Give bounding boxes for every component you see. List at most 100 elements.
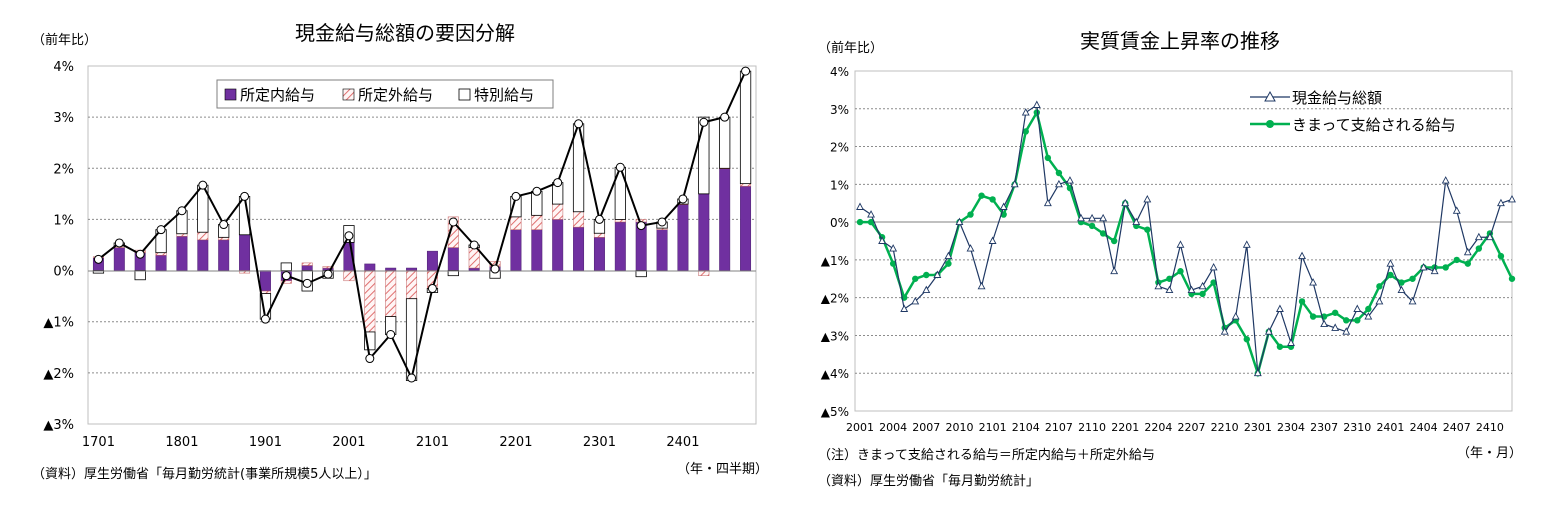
bar-所定外給与 [280, 280, 292, 284]
right-x-tick-label: 2307 [1310, 421, 1338, 434]
point-現金給与総額 [1110, 266, 1119, 275]
left-y-tick-label: 0% [53, 265, 74, 280]
point-現金給与総額 [1419, 262, 1428, 271]
point-現金給与総額 [1231, 312, 1240, 320]
right-source-note: （資料）厚生労働省「毎月勤労統計」 [818, 473, 1039, 489]
right-x-tick-label: 2404 [1410, 421, 1438, 434]
bar-所定外給与 [552, 203, 564, 220]
legend-marker-きまって支給される給与 [1266, 120, 1274, 128]
point-現金給与総額 [1320, 319, 1329, 328]
bar-所定外給与 [406, 270, 418, 299]
point-きまって支給される給与 [1044, 154, 1052, 162]
left-x-tick-label: 1801 [165, 435, 198, 450]
right-y-tick-label: ▲5% [821, 405, 849, 419]
left-chart: 現金給与総額の要因分解 （前年比） 4% 3% 2% 1% 0% ▲1% ▲2% ▲3% 17… [32, 21, 768, 482]
right-x-tick-label: 2101 [979, 421, 1007, 434]
left-chart-title: 現金給与総額の要因分解 [295, 21, 515, 45]
bar-所定内給与 [573, 226, 585, 271]
right-y-unit-label: （前年比） [818, 40, 883, 56]
point-きまって支給される給与 [1497, 252, 1505, 260]
total-point [448, 217, 458, 227]
bar-所定外給与 [385, 270, 397, 317]
bar-特別給与 [739, 70, 752, 185]
point-現金給与総額 [988, 236, 997, 244]
point-現金給与総額 [1032, 100, 1041, 108]
point-きまって支給される給与 [1110, 237, 1118, 245]
point-現金給与総額 [1508, 194, 1516, 203]
point-きまって支給される給与 [1331, 309, 1339, 316]
right-x-tick-label: 2204 [1144, 421, 1172, 434]
point-現金給与総額 [1309, 278, 1318, 286]
point-きまって支給される給与 [1199, 290, 1206, 298]
point-現金給与総額 [1198, 281, 1207, 290]
bar-特別給与 [280, 262, 292, 271]
point-現金給与総額 [867, 210, 876, 218]
point-現金給与総額 [1242, 240, 1251, 248]
legend-label-きまって支給される給与: きまって支給される給与 [1292, 116, 1456, 134]
bar-所定内給与 [531, 229, 543, 271]
right-legend: 現金給与総額 きまって支給される給与 [1250, 89, 1456, 134]
right-y-tick-label: ▲4% [821, 367, 849, 381]
point-現金給与総額 [1275, 304, 1284, 312]
point-きまって支給される給与 [1398, 279, 1405, 286]
point-現金給与総額 [878, 236, 887, 244]
point-現金給与総額 [1287, 338, 1295, 346]
legend-label-現金給与総額: 現金給与総額 [1292, 89, 1382, 107]
left-source-note: （資料）厚生労働省「毎月勤労統計(事業所規模5人以上）」 [32, 466, 377, 482]
right-x-tick-label: 2201 [1111, 421, 1139, 434]
right-y-tick-label: ▲1% [821, 254, 849, 268]
point-現金給与総額 [1496, 198, 1505, 207]
total-point [302, 278, 312, 288]
point-きまって支給される給与 [989, 196, 996, 203]
bar-所定内給与 [740, 185, 752, 271]
right-x-tick-label: 2207 [1178, 421, 1206, 434]
left-y-tick-label: ▲2% [43, 367, 74, 382]
left-x-tick-label: 2401 [666, 435, 699, 450]
point-現金給与総額 [1209, 262, 1218, 271]
bar-所定内給与 [218, 239, 230, 271]
right-x-tick-label: 2210 [1211, 421, 1239, 434]
line-現金給与総額 [859, 103, 1513, 374]
point-きまって支給される給与 [1243, 336, 1250, 343]
point-きまって支給される給与 [1365, 305, 1372, 313]
point-現金給与総額 [1342, 327, 1351, 335]
point-現金給与総額 [1220, 327, 1229, 335]
point-現金給与総額 [1010, 179, 1019, 188]
left-legend-box [216, 79, 554, 109]
left-legend: 所定内給与 所定外給与 特別給与 [216, 79, 554, 109]
point-現金給与総額 [1176, 240, 1185, 248]
total-point [594, 214, 604, 224]
left-y-tick-label: 1% [53, 213, 74, 228]
bar-所定内給与 [259, 270, 271, 292]
legend-swatch-所定外給与 [342, 88, 355, 101]
point-現金給与総額 [911, 296, 920, 305]
right-x-tick-label: 2007 [912, 421, 940, 434]
total-point [135, 249, 145, 259]
legend-marker-現金給与総額 [1264, 90, 1276, 102]
left-x-tick-label: 2101 [416, 435, 449, 450]
right-x-unit-label: （年・月） [1457, 446, 1522, 461]
bar-所定内給与 [426, 250, 438, 271]
bar-所定外給与 [531, 215, 543, 230]
total-point [281, 271, 291, 281]
point-現金給与総額 [1485, 232, 1494, 241]
point-きまって支給される給与 [1210, 279, 1217, 286]
point-現金給与総額 [856, 202, 864, 210]
bar-所定内給与 [552, 219, 564, 271]
bar-所定外給与 [197, 231, 209, 241]
total-point [699, 117, 709, 127]
right-x-tick-label: 2310 [1343, 421, 1371, 434]
point-きまって支給される給与 [1387, 271, 1394, 279]
bar-所定内給与 [197, 239, 209, 271]
point-現金給与総額 [1298, 251, 1306, 260]
total-point [469, 240, 479, 250]
bar-特別給与 [698, 116, 710, 195]
left-x-tick-label: 2301 [583, 435, 616, 450]
point-きまって支給される給与 [1055, 169, 1063, 177]
bar-所定外給与 [364, 270, 376, 333]
point-現金給与総額 [1121, 198, 1130, 207]
total-point [532, 186, 542, 196]
total-point [323, 269, 333, 279]
point-現金給与総額 [900, 304, 909, 312]
